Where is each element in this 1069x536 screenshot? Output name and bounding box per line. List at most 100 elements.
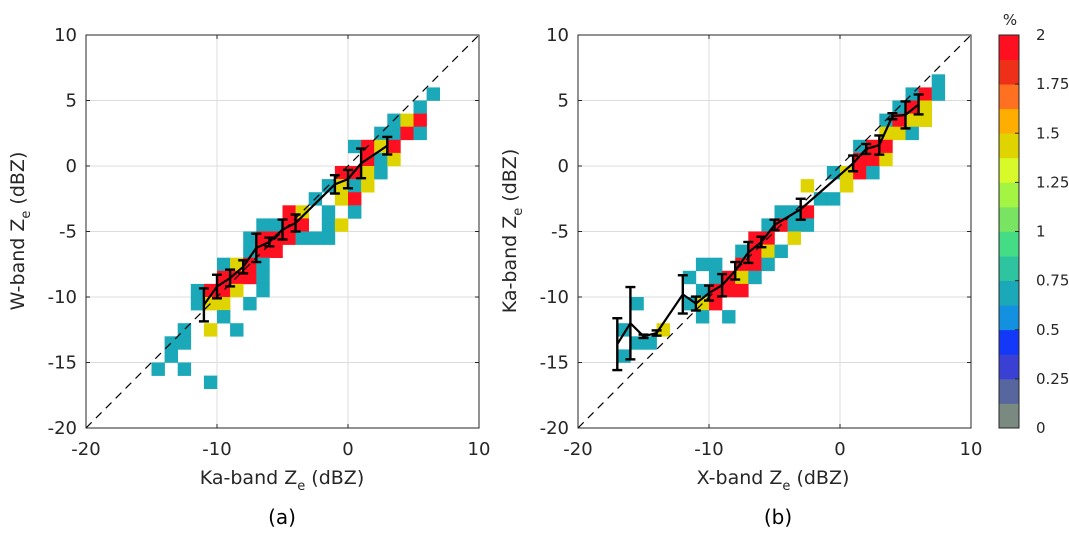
- heatmap-cell: [243, 244, 257, 258]
- heatmap-cell: [892, 126, 906, 141]
- error-bar: [343, 168, 353, 190]
- colorbar-title: %: [1003, 11, 1017, 29]
- error-bar: [913, 93, 924, 116]
- heatmap-cell: [787, 218, 801, 232]
- heatmap-cell: [918, 113, 932, 127]
- heatmap-cell: [931, 74, 946, 88]
- y-tick-label: 0: [558, 156, 569, 177]
- heatmap-cell: [826, 192, 841, 206]
- x-tick-label: -20: [71, 439, 100, 460]
- colorbar-band: [999, 280, 1019, 306]
- heatmap-cell: [643, 336, 657, 350]
- heatmap-cell: [722, 310, 736, 324]
- colorbar-band: [999, 206, 1019, 232]
- heatmap-cell: [413, 126, 427, 141]
- heatmap-cell: [374, 152, 388, 167]
- error-bar: [874, 134, 885, 156]
- colorbar-band: [999, 329, 1019, 355]
- heatmap-cell: [374, 166, 388, 180]
- heatmap-cell: [348, 205, 362, 219]
- y-tick-label: 10: [54, 25, 77, 46]
- mean-line: [203, 144, 388, 306]
- colorbar-band: [999, 378, 1019, 404]
- colorbar-tick-label: 0.75: [1036, 272, 1069, 290]
- error-bar: [212, 273, 222, 300]
- heatmap-cell: [879, 152, 893, 167]
- heatmap-cell: [787, 231, 801, 245]
- y-tick-label: -10: [48, 287, 77, 308]
- colorbar-band: [999, 231, 1019, 257]
- error-bar: [690, 295, 701, 312]
- x-tick-label: 0: [834, 439, 845, 460]
- colorbar-tick-label: 2: [1036, 26, 1046, 44]
- heatmap-cell: [217, 257, 231, 272]
- error-bar: [264, 236, 275, 248]
- heatmap-cell: [617, 349, 631, 363]
- panel-b-xlabel: X-band Ze (dBZ): [697, 467, 850, 494]
- y-tick-label: 0: [66, 156, 77, 177]
- heatmap-cell: [735, 244, 749, 258]
- heatmap-cell: [682, 270, 697, 285]
- heatmap-cell: [400, 126, 414, 141]
- heatmap-cell: [256, 257, 270, 272]
- error-bar: [704, 284, 714, 302]
- error-bar: [717, 272, 728, 298]
- heatmap-cell: [295, 231, 309, 245]
- colorbar-band: [999, 182, 1019, 208]
- colorbar-band: [999, 35, 1019, 60]
- error-bar: [277, 218, 288, 241]
- heatmap-cell: [361, 179, 375, 193]
- error-bar: [677, 274, 688, 315]
- colorbar-band: [999, 108, 1019, 134]
- error-bar: [861, 142, 872, 156]
- heatmap-cell: [243, 297, 257, 311]
- heatmap-cell: [774, 244, 788, 258]
- panel-b-heatmap: -20 -10 0 10 10 5 0 -5 -10 -15 -20: [540, 25, 983, 460]
- heatmap-cell: [748, 257, 762, 272]
- heatmap-cell: [413, 113, 427, 127]
- heatmap-cell: [295, 218, 309, 232]
- heatmap-cell: [400, 113, 414, 127]
- heatmap-cell: [800, 218, 815, 232]
- heatmap-cell: [334, 192, 349, 206]
- y-tick-label: -15: [48, 353, 77, 374]
- heatmap-cell: [774, 205, 788, 219]
- heatmap-cell: [426, 87, 440, 101]
- panel-a-xlabel: Ka-band Ze (dBZ): [200, 467, 364, 494]
- colorbar-band: [999, 403, 1019, 429]
- heatmap-cell: [361, 166, 375, 180]
- heatmap-cell: [256, 218, 270, 232]
- y-tick-label: 5: [558, 91, 569, 112]
- heatmap-cell: [709, 297, 723, 311]
- heatmap-cell: [217, 310, 231, 324]
- error-bar: [238, 259, 249, 275]
- heatmap-cell: [269, 218, 283, 232]
- heatmap-cell: [761, 257, 775, 272]
- heatmap-cell: [709, 270, 723, 285]
- y-tick-label: -15: [540, 353, 569, 374]
- colorbar-tick-label: 0.25: [1036, 370, 1069, 388]
- heatmap-cell: [413, 100, 427, 114]
- heatmap-cell: [164, 349, 178, 363]
- heatmap-cell: [217, 297, 231, 311]
- heatmap-cell: [735, 283, 749, 298]
- heatmap-cell: [748, 270, 762, 285]
- heatmap-cell: [177, 362, 192, 376]
- panel-a-ylabel: W-band Ze (dBZ): [7, 152, 34, 311]
- heatmap-cell: [282, 231, 296, 245]
- error-bar: [769, 218, 780, 232]
- colorbar-tick-label: 1.75: [1036, 75, 1069, 93]
- x-tick-label: -10: [694, 439, 723, 460]
- heatmap-cell: [905, 113, 919, 127]
- heatmap-cell: [866, 152, 880, 167]
- heatmap-cell: [203, 375, 218, 389]
- heatmap-cell: [348, 179, 362, 193]
- y-tick-label: -10: [540, 287, 569, 308]
- y-tick-label: -20: [48, 418, 77, 439]
- heatmap-cell: [695, 310, 710, 324]
- heatmap-cell: [387, 139, 401, 154]
- y-tick-label: -5: [59, 222, 77, 243]
- heatmap-cell: [931, 87, 946, 101]
- colorbar-band: [999, 59, 1019, 85]
